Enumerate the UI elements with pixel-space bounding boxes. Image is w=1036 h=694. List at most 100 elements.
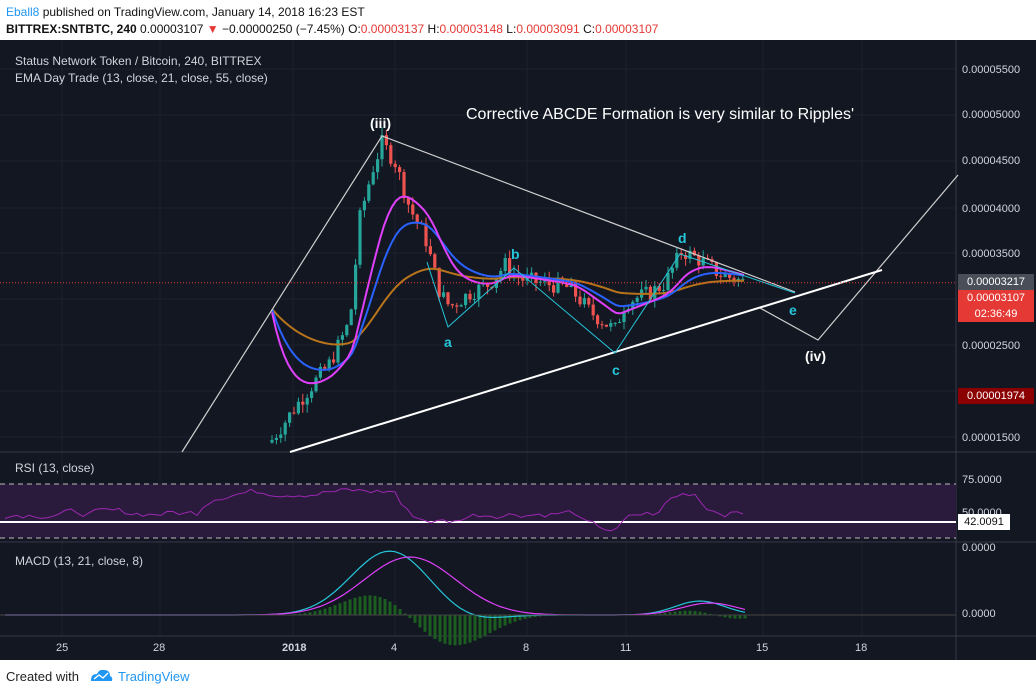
abcde-path [426, 253, 796, 354]
candle-body [310, 391, 314, 398]
rsi-title: RSI (13, close) [15, 461, 95, 475]
time-tick: 8 [523, 642, 530, 654]
macd-bar [733, 615, 737, 619]
chart-header: Eball8 published on TradingView.com, Jan… [0, 0, 1036, 40]
candle-body [578, 296, 582, 305]
candle-body [371, 172, 375, 185]
wave-label-e: e [789, 302, 797, 318]
ema21-line [271, 221, 745, 371]
candle-body [719, 275, 723, 277]
author-link[interactable]: Eball8 [6, 5, 40, 19]
macd-bar [473, 615, 477, 641]
price-tick: 0.00004500 [962, 155, 1021, 167]
candle-body [459, 305, 463, 307]
macd-bar [408, 615, 412, 619]
macd-bar [698, 611, 702, 615]
chart-title: Status Network Token / Bitcoin, 240, BIT… [15, 54, 262, 68]
macd-bar [653, 613, 657, 615]
macd-bar [478, 615, 482, 639]
macd-bar [468, 615, 472, 643]
time-tick: 28 [153, 642, 166, 654]
candle-body [336, 339, 340, 363]
candle-body [340, 335, 344, 340]
macd-bar [458, 615, 462, 646]
candle-body [318, 366, 322, 378]
macd-bar [488, 615, 492, 634]
macd-bar [373, 595, 377, 615]
footer: Created with TradingView [0, 660, 1036, 694]
current-price-tag: 0.00003107 [958, 290, 1034, 306]
candle-body [688, 250, 692, 259]
macd-bar [378, 596, 382, 615]
wave-label-c: c [612, 362, 620, 378]
chart-area[interactable]: Status Network Token / Bitcoin, 240, BIT… [0, 40, 1036, 660]
close-label: C: [583, 22, 596, 36]
candle-body [635, 297, 639, 302]
macd-bar [298, 613, 302, 615]
candle-body [380, 135, 384, 160]
rsi-upper-tick: 75.0000 [962, 474, 1002, 486]
candle-body [424, 223, 428, 247]
low-price-tag: 0.00001974 [958, 388, 1034, 404]
macd-bar [433, 615, 437, 640]
macd-zero-tick: 0.0000 [962, 608, 996, 620]
macd-bar [493, 615, 497, 631]
candle-body [587, 298, 591, 305]
macd-bar [723, 615, 727, 618]
macd-bar [518, 615, 522, 621]
macd-bar [503, 615, 507, 626]
chart-svg[interactable] [0, 40, 1036, 660]
candle-body [565, 283, 569, 288]
time-tick: 11 [620, 642, 632, 654]
candle-body [354, 264, 358, 310]
candle-body [415, 214, 419, 223]
macd-bar [343, 601, 347, 615]
candle-body [442, 292, 446, 297]
formation-annotation: Corrective ABCDE Formation is very simil… [466, 106, 855, 123]
candle-body [283, 422, 287, 435]
candle-body [596, 315, 600, 325]
candle-body [274, 437, 278, 440]
macd-bar [673, 611, 677, 615]
wave-label-a: a [444, 334, 452, 350]
candle-body [723, 273, 727, 277]
candle-body [393, 163, 397, 168]
macd-bar [318, 610, 322, 615]
candle-body [530, 272, 534, 276]
candle-body [446, 292, 450, 305]
candle-body [349, 309, 353, 326]
price-tick: 0.00004000 [962, 203, 1021, 215]
macd-bar [523, 615, 527, 619]
candle-body [288, 412, 292, 423]
high-value: 0.00003148 [439, 22, 503, 36]
candle-body [556, 277, 560, 293]
macd-bar [463, 615, 467, 645]
symbol-label: BITTREX:SNTBTC, 240 [6, 22, 137, 36]
wave-label-d: d [678, 230, 687, 246]
macd-bar [718, 615, 722, 617]
time-tick: 2018 [282, 642, 307, 654]
rsi-line [4, 488, 744, 532]
candle-body [437, 267, 441, 297]
trend-support-line [289, 269, 883, 453]
macd-bar [443, 615, 447, 644]
candle-body [591, 304, 595, 316]
macd-bar [388, 601, 392, 615]
macd-bar [663, 612, 667, 615]
tradingview-link[interactable]: TradingView [118, 669, 190, 684]
candle-body [600, 324, 604, 326]
price-tick: 0.00005000 [962, 109, 1021, 121]
last-price: 0.00003107 [140, 22, 204, 36]
macd-bar [363, 595, 367, 615]
candle-body [323, 366, 327, 369]
candle-body [301, 401, 305, 405]
down-arrow-icon: ▼ [206, 22, 219, 36]
price-change: −0.00000250 (−7.45%) [222, 22, 345, 36]
tradingview-logo-icon[interactable] [88, 666, 114, 686]
candle-body [486, 282, 490, 287]
wave-label-iii: (iii) [370, 115, 391, 131]
candle-body [345, 325, 349, 336]
candle-body [613, 322, 617, 324]
publish-info: published on TradingView.com, January 14… [42, 5, 365, 19]
candle-body [741, 278, 745, 280]
